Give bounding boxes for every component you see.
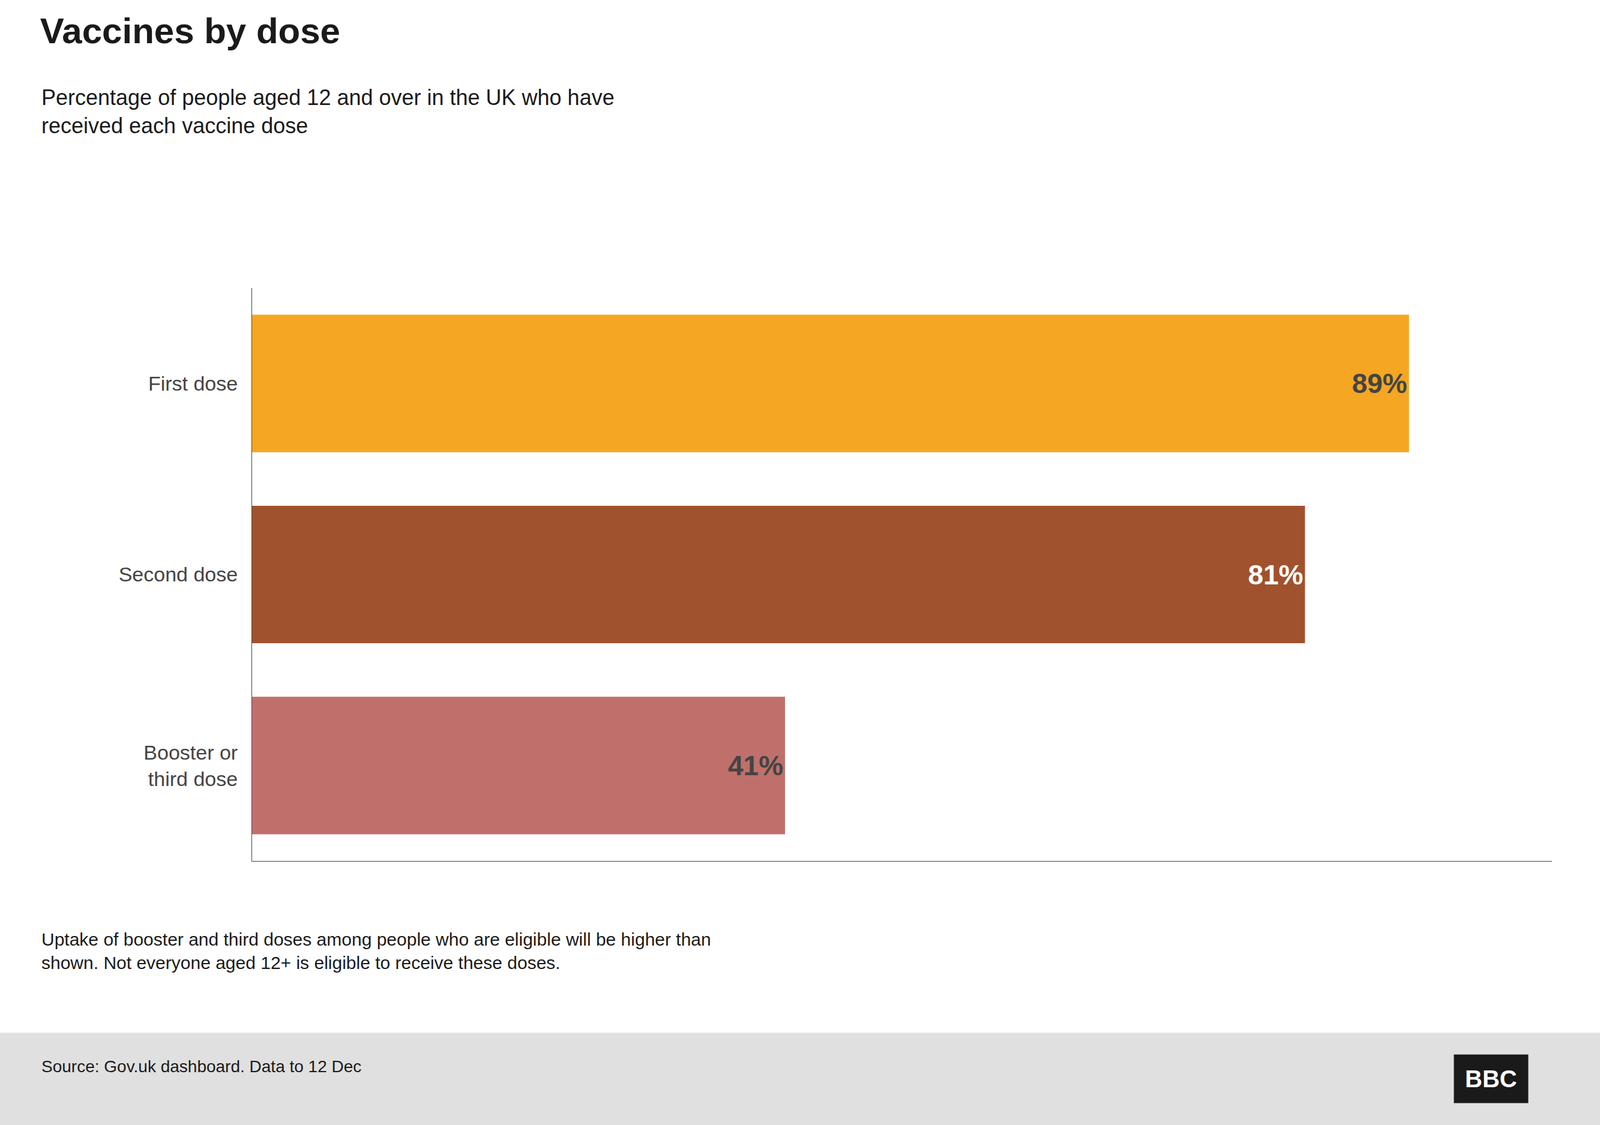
svg-text:Booster orthird dose: Booster orthird dose: [143, 741, 238, 791]
svg-text:Second dose: Second dose: [118, 562, 239, 586]
svg-text:First dose: First dose: [148, 372, 238, 395]
svg-text:Vaccines by dose: Vaccines by dose: [40, 10, 341, 52]
svg-text:81%: 81%: [1247, 559, 1303, 591]
svg-text:Uptake of booster and third do: Uptake of booster and third doses among …: [41, 929, 712, 973]
svg-text:Percentage of people aged 12 a: Percentage of people aged 12 and over in…: [41, 85, 615, 139]
svg-text:BBC: BBC: [1464, 1065, 1518, 1093]
svg-text:89%: 89%: [1352, 367, 1408, 400]
svg-text:Source: Gov.uk dashboard. Data: Source: Gov.uk dashboard. Data to 12 Dec: [41, 1057, 362, 1077]
svg-text:41%: 41%: [727, 750, 784, 782]
